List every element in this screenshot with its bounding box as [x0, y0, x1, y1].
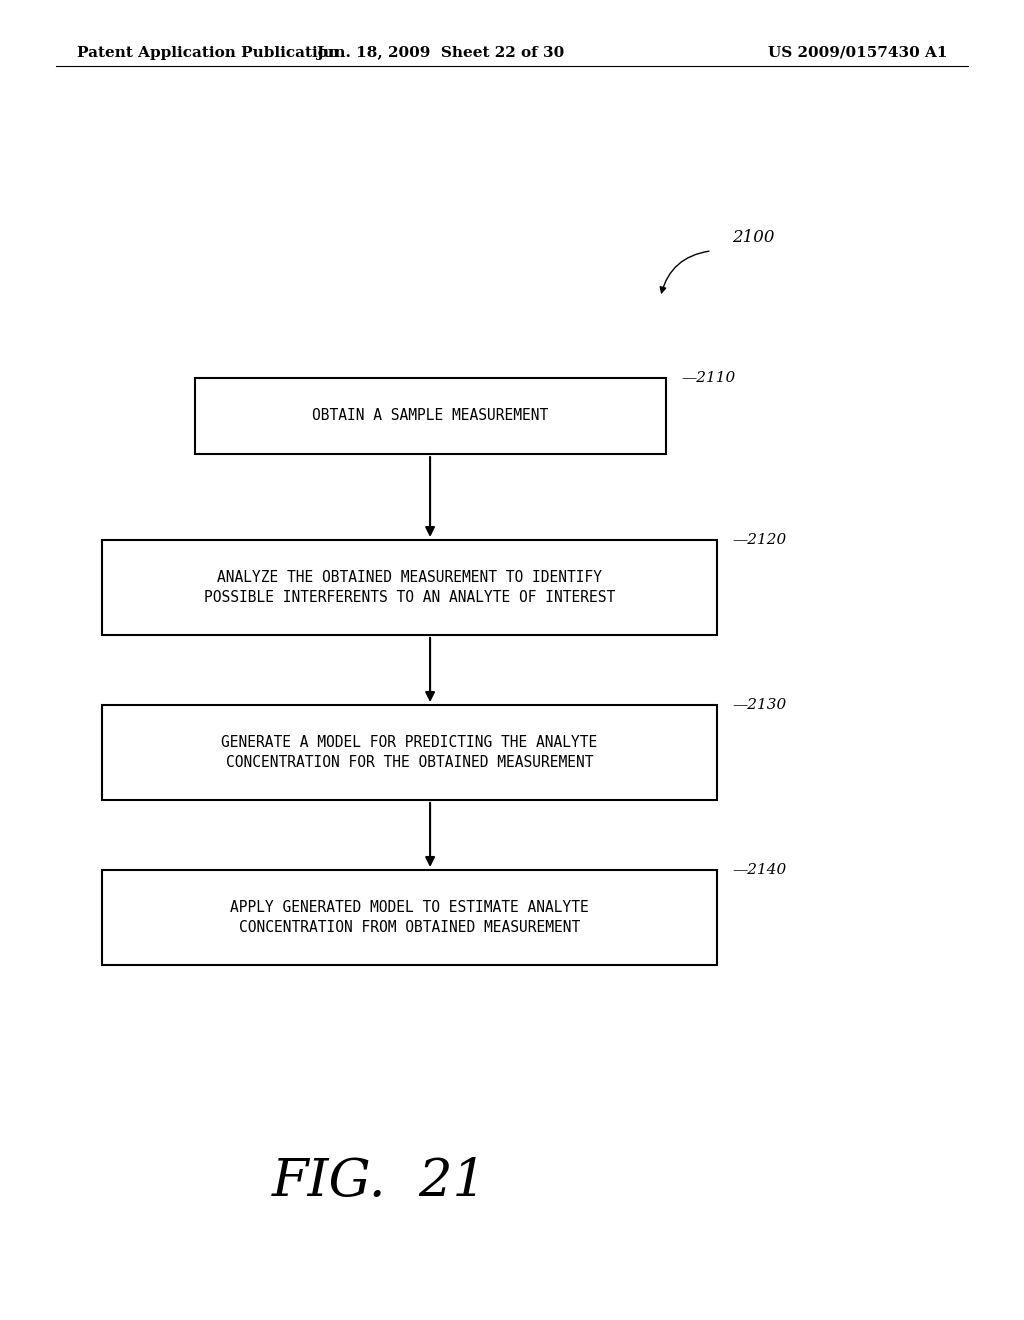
Text: 2100: 2100 [732, 230, 775, 246]
Text: APPLY GENERATED MODEL TO ESTIMATE ANALYTE
CONCENTRATION FROM OBTAINED MEASUREMEN: APPLY GENERATED MODEL TO ESTIMATE ANALYT… [230, 900, 589, 935]
Text: —2110: —2110 [681, 371, 735, 385]
Text: US 2009/0157430 A1: US 2009/0157430 A1 [768, 46, 947, 59]
Bar [195, 378, 666, 454]
Text: OBTAIN A SAMPLE MEASUREMENT: OBTAIN A SAMPLE MEASUREMENT [312, 408, 548, 424]
Text: FIG.  21: FIG. 21 [271, 1156, 486, 1206]
Text: —2140: —2140 [732, 863, 786, 878]
Text: ANALYZE THE OBTAINED MEASUREMENT TO IDENTIFY
POSSIBLE INTERFERENTS TO AN ANALYTE: ANALYZE THE OBTAINED MEASUREMENT TO IDEN… [204, 570, 615, 605]
Bar [102, 540, 717, 635]
Text: Patent Application Publication: Patent Application Publication [77, 46, 339, 59]
Bar [102, 870, 717, 965]
Text: GENERATE A MODEL FOR PREDICTING THE ANALYTE
CONCENTRATION FOR THE OBTAINED MEASU: GENERATE A MODEL FOR PREDICTING THE ANAL… [221, 735, 598, 770]
Bar [102, 705, 717, 800]
Text: Jun. 18, 2009  Sheet 22 of 30: Jun. 18, 2009 Sheet 22 of 30 [316, 46, 564, 59]
Text: —2130: —2130 [732, 698, 786, 713]
Text: —2120: —2120 [732, 533, 786, 548]
